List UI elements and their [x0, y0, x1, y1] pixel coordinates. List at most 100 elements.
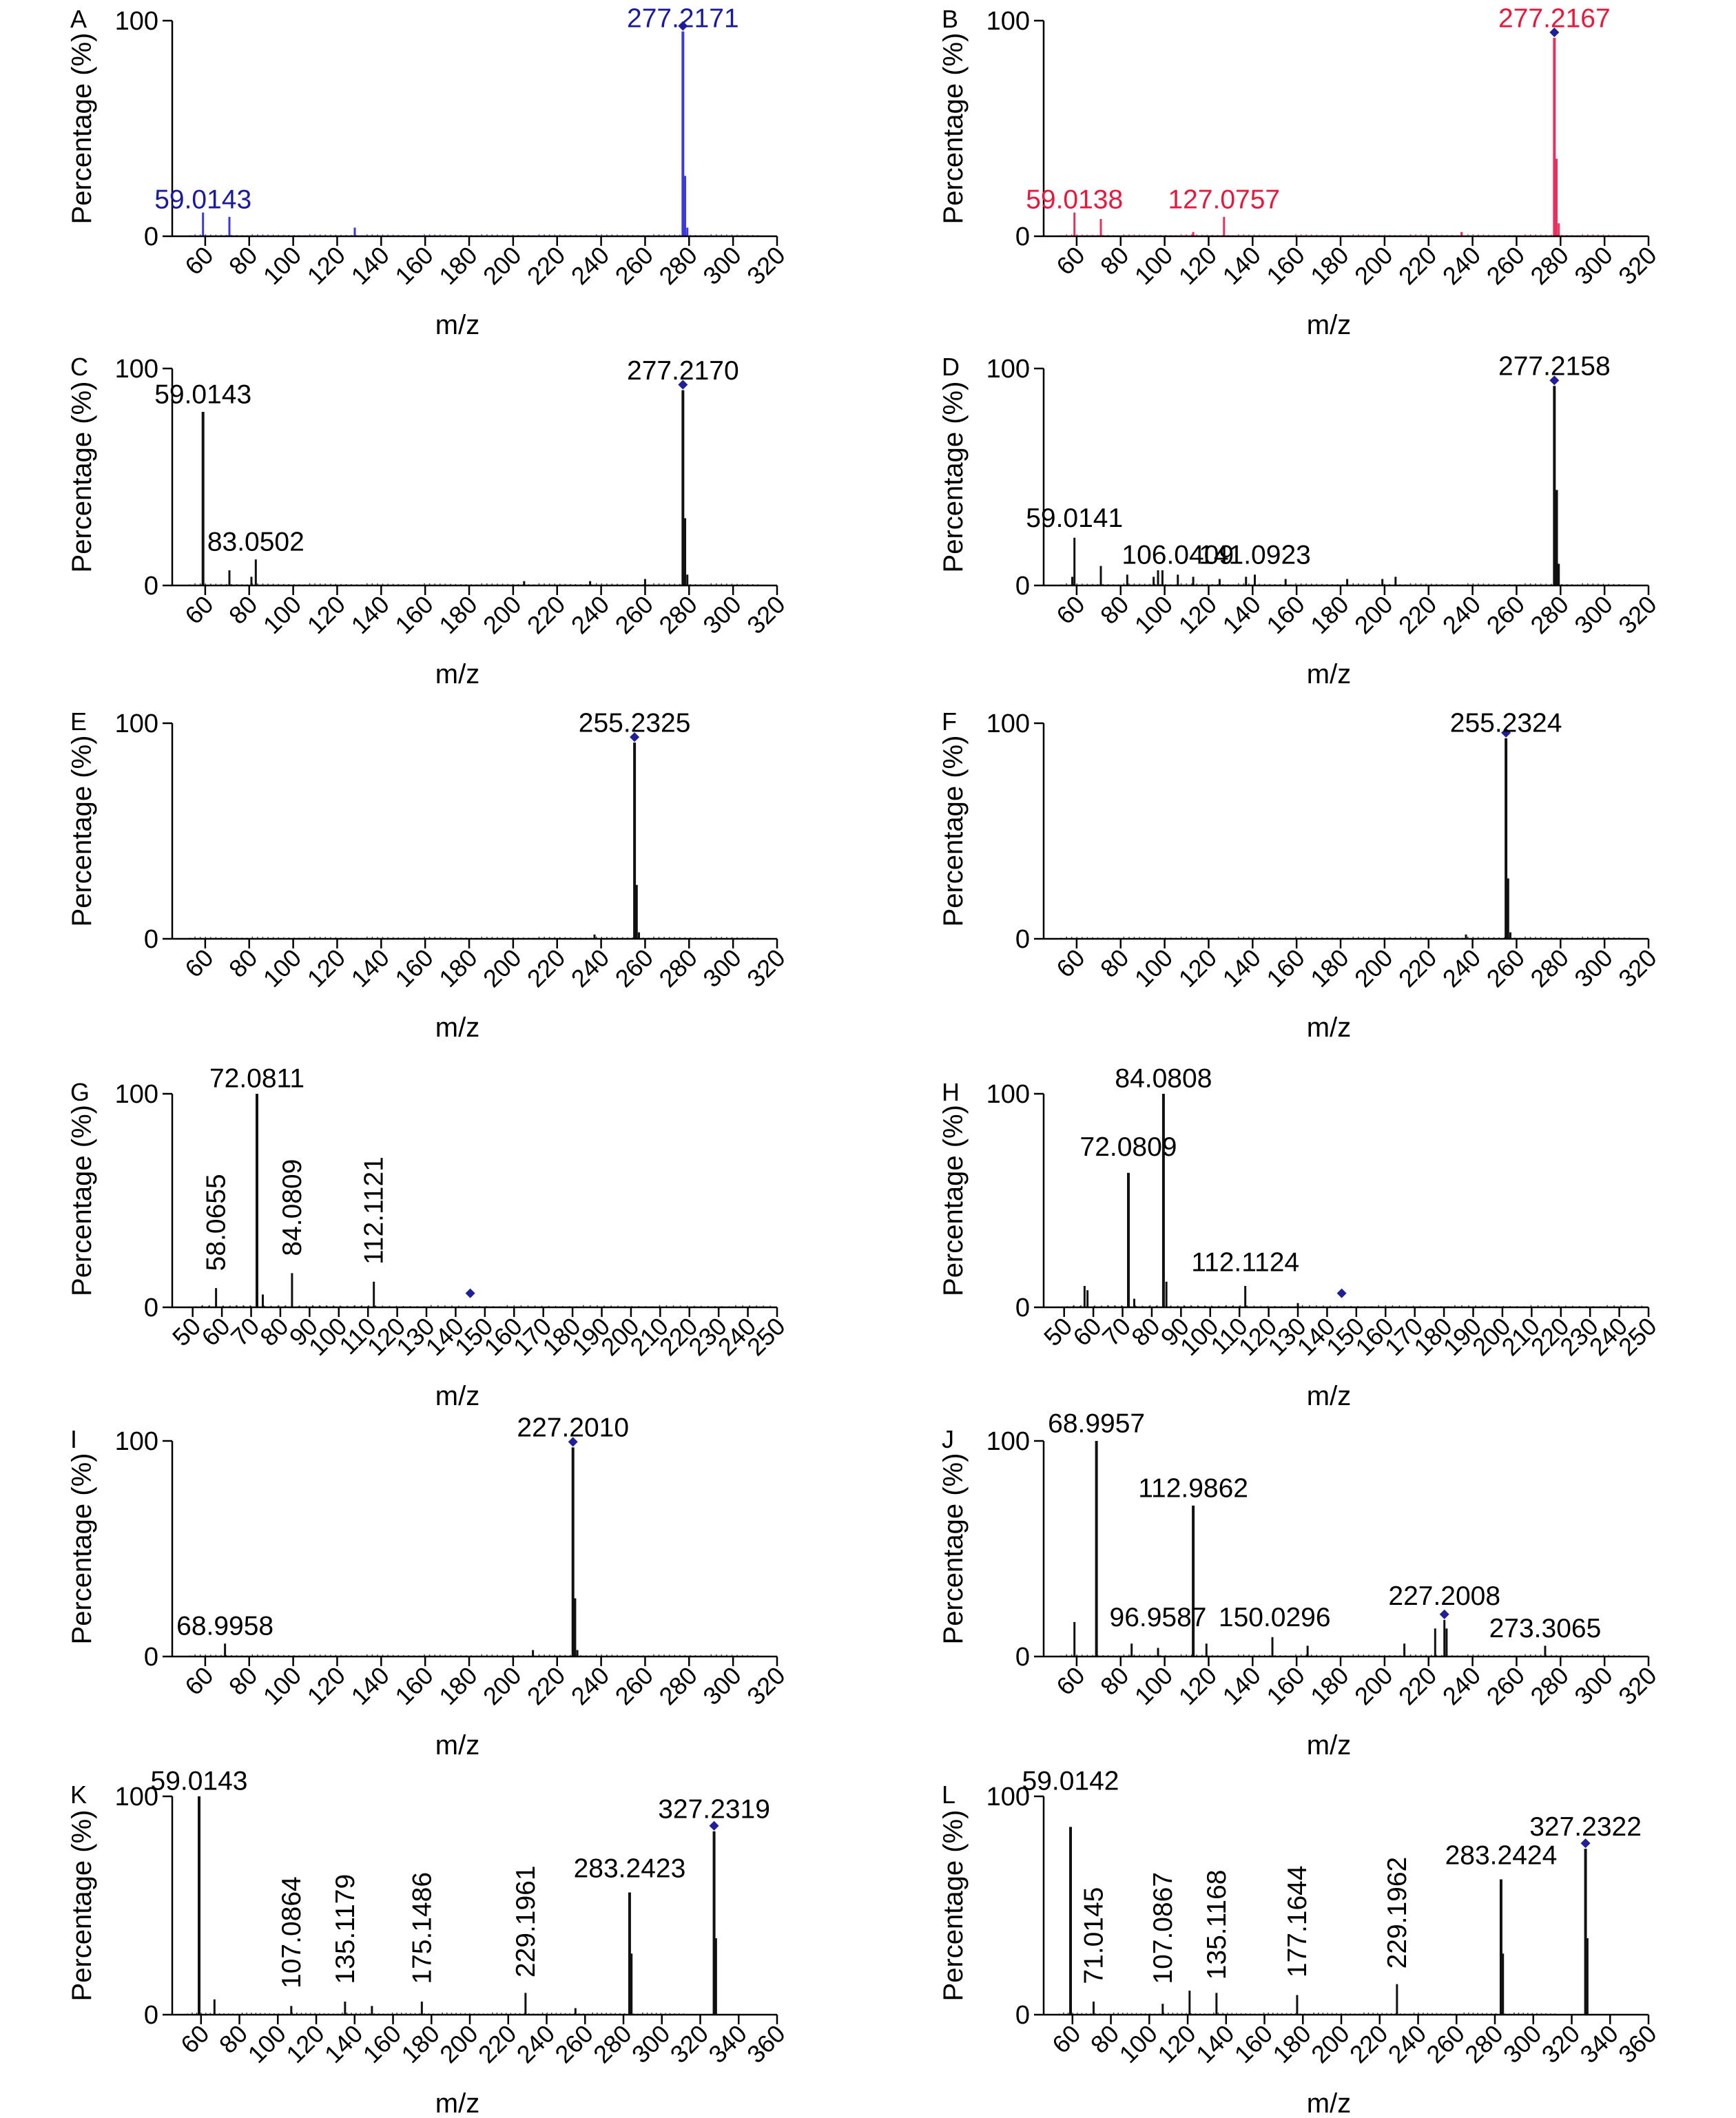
x-tick-label: 100: [258, 241, 307, 290]
peak-label: 277.2171: [627, 3, 739, 33]
spectrum-panel-k: K010060801001201401601802002202402602803…: [67, 1766, 791, 2118]
peak-label: 59.0143: [154, 185, 251, 214]
x-tick-label: 120: [1173, 241, 1222, 290]
x-tick-label: 240: [1437, 241, 1486, 290]
panel-letter: E: [70, 707, 87, 736]
spectrum-panel-g: G010050607080901001101201301401501601701…: [67, 1064, 791, 1411]
y-tick-label: 100: [986, 355, 1030, 384]
peak-label: 127.0757: [1168, 185, 1280, 214]
x-tick-label: 120: [302, 590, 351, 639]
x-tick-label: 240: [1437, 944, 1486, 993]
peak-label: 277.2158: [1498, 351, 1611, 381]
peak-label: 96.9587: [1110, 1603, 1207, 1632]
x-axis-title: m/z: [1307, 659, 1351, 689]
peak-label: 150.0296: [1219, 1603, 1331, 1632]
x-tick-label: 300: [697, 590, 746, 639]
x-tick-label: 280: [1525, 1661, 1573, 1710]
x-tick-label: 300: [697, 944, 746, 993]
y-tick-label: 100: [986, 709, 1030, 738]
x-tick-label: 240: [566, 944, 614, 993]
peak-label: 283.2424: [1445, 1840, 1558, 1870]
x-tick-label: 200: [477, 1661, 526, 1710]
x-tick-label: 80: [223, 944, 262, 983]
x-tick-label: 120: [1173, 590, 1222, 639]
y-tick-label: 0: [144, 572, 158, 601]
spectrum-panel-l: L010060801001201401601802002202402602803…: [938, 1766, 1662, 2118]
x-tick-label: 240: [511, 2020, 560, 2068]
x-tick-label: 80: [1095, 944, 1134, 983]
spectrum-panel-h: H010050607080901001101201301401501601701…: [938, 1064, 1662, 1411]
x-tick-label: 100: [258, 1661, 307, 1710]
y-tick-label: 0: [1015, 925, 1030, 954]
x-tick-label: 300: [697, 1661, 746, 1710]
y-tick-label: 0: [144, 925, 158, 954]
precursor-marker: [1549, 28, 1560, 38]
y-tick-label: 100: [986, 1427, 1030, 1456]
x-axis-title: m/z: [1307, 1381, 1351, 1411]
x-tick-label: 80: [1095, 241, 1134, 280]
x-tick-label: 320: [741, 1661, 790, 1710]
x-tick-label: 60: [179, 1661, 218, 1701]
peak-label: 58.0655: [202, 1174, 231, 1271]
y-axis-title: Percentage (%): [938, 33, 969, 225]
precursor-marker: [1549, 375, 1560, 386]
panel-letter: F: [942, 707, 957, 736]
x-tick-label: 160: [1261, 1661, 1310, 1710]
precursor-marker: [1580, 1838, 1591, 1849]
peak-label: 283.2423: [574, 1854, 686, 1883]
x-tick-label: 140: [1217, 241, 1265, 290]
x-tick-label: 240: [1437, 590, 1486, 639]
x-tick-label: 320: [741, 241, 790, 290]
peak-label: 59.0143: [151, 1766, 248, 1796]
x-tick-label: 160: [389, 1661, 438, 1710]
x-tick-label: 260: [610, 590, 659, 639]
peak-label: 72.0809: [1080, 1132, 1177, 1162]
x-tick-label: 180: [1305, 1661, 1354, 1710]
panel-letter: J: [942, 1425, 954, 1453]
x-tick-label: 200: [1349, 944, 1398, 993]
x-tick-label: 260: [1420, 2020, 1469, 2068]
peak-label: 84.0808: [1115, 1064, 1212, 1094]
y-tick-label: 100: [115, 1427, 158, 1456]
x-tick-label: 220: [1393, 241, 1442, 290]
peak-label: 68.9958: [176, 1612, 273, 1641]
peak-label: 255.2325: [579, 709, 691, 738]
panel-letter: B: [942, 5, 958, 33]
x-tick-label: 60: [179, 241, 218, 280]
precursor-marker: [465, 1288, 475, 1298]
x-tick-label: 100: [1113, 2020, 1162, 2068]
y-tick-label: 0: [144, 2001, 158, 2030]
y-axis-title: Percentage (%): [67, 33, 97, 225]
x-tick-label: 140: [1217, 1661, 1265, 1710]
precursor-marker: [678, 380, 688, 390]
x-tick-label: 160: [389, 944, 438, 993]
y-axis-title: Percentage (%): [67, 736, 97, 927]
peak-label: 84.0809: [278, 1159, 307, 1256]
x-tick-label: 320: [1613, 1661, 1662, 1710]
x-tick-label: 320: [1613, 241, 1662, 290]
x-tick-label: 260: [1481, 590, 1530, 639]
x-tick-label: 180: [395, 2020, 444, 2068]
x-tick-label: 160: [389, 241, 438, 290]
peak-label: 83.0502: [207, 528, 304, 557]
x-tick-label: 280: [653, 590, 702, 639]
x-tick-label: 220: [521, 944, 570, 993]
panel-letter: A: [70, 5, 87, 33]
peak-label: 135.1179: [331, 1874, 360, 1984]
peak-label: 112.1124: [1191, 1247, 1299, 1277]
x-tick-label: 280: [588, 2020, 637, 2068]
x-axis-title: m/z: [1307, 2088, 1351, 2118]
y-tick-label: 100: [986, 1080, 1030, 1109]
x-axis-title: m/z: [435, 1730, 479, 1761]
x-tick-label: 200: [434, 2020, 483, 2068]
x-tick-label: 180: [1305, 944, 1354, 993]
peak-label: 177.1644: [1283, 1865, 1312, 1977]
x-tick-label: 200: [477, 590, 526, 639]
x-tick-label: 60: [1051, 1661, 1090, 1701]
x-tick-label: 320: [1613, 590, 1662, 639]
peak-label: 273.3065: [1489, 1614, 1602, 1643]
x-tick-label: 200: [477, 944, 526, 993]
peak-label: 277.2170: [627, 356, 739, 386]
